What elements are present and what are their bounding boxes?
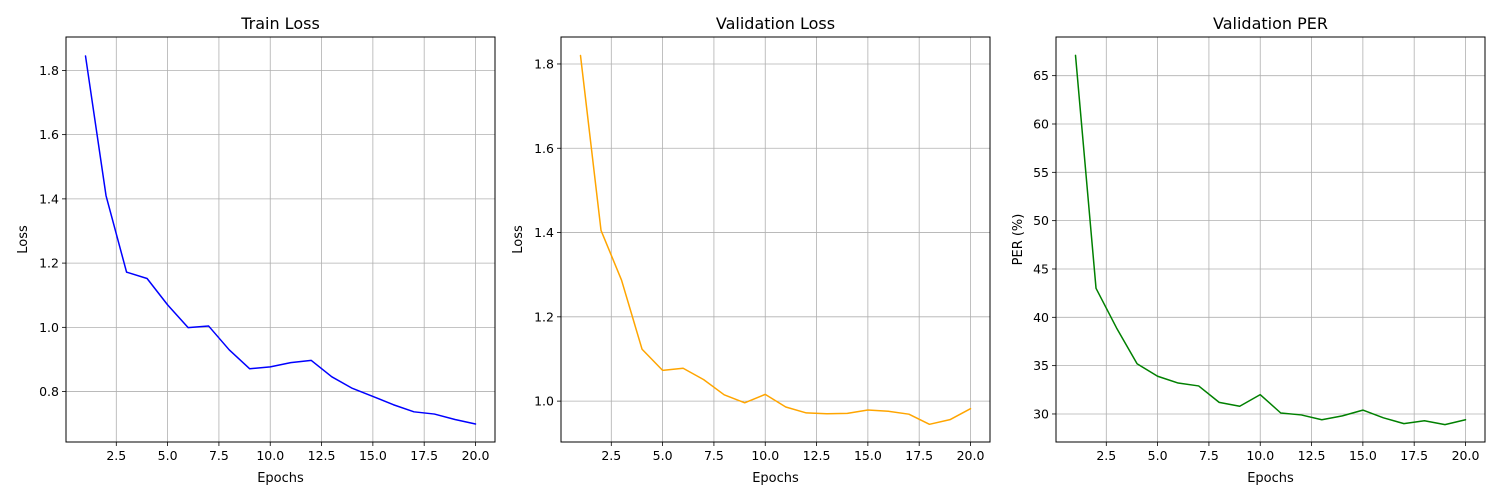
y-tick-label: 1.6 <box>534 141 554 156</box>
x-tick-label: 5.0 <box>653 448 673 463</box>
x-tick-label: 7.5 <box>1199 448 1219 463</box>
y-tick-label: 1.0 <box>39 320 59 335</box>
x-tick-label: 17.5 <box>1400 448 1428 463</box>
series <box>1074 54 1467 426</box>
y-tick-label: 1.4 <box>39 191 59 206</box>
plot-frame <box>65 36 496 443</box>
grid <box>66 37 495 442</box>
x-tick-label: 2.5 <box>1096 448 1116 463</box>
y-tick-label: 1.2 <box>39 256 59 271</box>
y-tick-label: 1.4 <box>534 225 554 240</box>
y-tick-label: 30 <box>1033 406 1049 421</box>
x-tick-label: 20.0 <box>957 448 985 463</box>
y-tick-label: 60 <box>1033 116 1049 131</box>
series-line <box>84 55 477 425</box>
ticks: 2.5 5.0 7.5 10.0 12.5 15.0 17.5 20.0 30 35 40 45 50 5… <box>1033 68 1479 463</box>
x-tick-label: 2.5 <box>601 448 621 463</box>
series <box>84 55 477 425</box>
y-axis-label: Loss <box>511 225 526 254</box>
x-tick-label: 5.0 <box>158 448 178 463</box>
y-axis-label: Loss <box>16 225 31 254</box>
x-tick-label: 5.0 <box>1148 448 1168 463</box>
y-axis-label: PER (%) <box>1011 214 1026 266</box>
x-tick-label: 7.5 <box>209 448 229 463</box>
x-tick-label: 12.5 <box>308 448 336 463</box>
x-axis-label: Epochs <box>752 471 799 486</box>
x-tick-label: 10.0 <box>1246 448 1274 463</box>
chart-title: Validation Loss <box>716 14 835 33</box>
grid <box>561 37 990 442</box>
y-tick-label: 45 <box>1033 261 1049 276</box>
x-tick-label: 20.0 <box>1452 448 1480 463</box>
y-tick-label: 1.2 <box>534 309 554 324</box>
chart-title: Train Loss <box>240 14 320 33</box>
y-tick-label: 1.0 <box>534 394 554 409</box>
y-tick-label: 1.8 <box>534 56 554 71</box>
series-line <box>1074 54 1467 426</box>
x-tick-label: 7.5 <box>704 448 724 463</box>
series <box>579 54 972 426</box>
y-tick-label: 35 <box>1033 358 1049 373</box>
x-tick-label: 17.5 <box>410 448 438 463</box>
x-tick-label: 12.5 <box>803 448 831 463</box>
y-tick-label: 50 <box>1033 213 1049 228</box>
y-tick-label: 40 <box>1033 310 1049 325</box>
x-tick-label: 10.0 <box>751 448 779 463</box>
y-tick-label: 0.8 <box>39 384 59 399</box>
validation-loss-chart: 2.5 5.0 7.5 10.0 12.5 15.0 17.5 20.0 1.0 1.2 1.4 1.… <box>511 14 991 486</box>
chart-title: Validation PER <box>1213 14 1328 33</box>
series-line <box>579 54 972 426</box>
y-tick-label: 1.6 <box>39 127 59 142</box>
x-axis-label: Epochs <box>257 471 304 486</box>
train-loss-chart: 2.5 5.0 7.5 10.0 12.5 15.0 17.5 20.0 0.8 1.0 1.2 1.… <box>16 14 496 486</box>
x-axis-label: Epochs <box>1247 471 1294 486</box>
x-tick-label: 12.5 <box>1298 448 1326 463</box>
x-tick-label: 10.0 <box>256 448 284 463</box>
ticks: 2.5 5.0 7.5 10.0 12.5 15.0 17.5 20.0 0.8 1.0 1.2 1.… <box>39 63 489 463</box>
x-tick-label: 20.0 <box>462 448 490 463</box>
y-tick-label: 1.8 <box>39 63 59 78</box>
x-tick-label: 15.0 <box>359 448 387 463</box>
plot-frame <box>560 36 991 443</box>
x-tick-label: 15.0 <box>854 448 882 463</box>
x-tick-label: 17.5 <box>905 448 933 463</box>
plot-frame <box>1055 36 1486 443</box>
ticks: 2.5 5.0 7.5 10.0 12.5 15.0 17.5 20.0 1.0 1.2 1.4 1.… <box>534 56 984 463</box>
validation-per-chart: 2.5 5.0 7.5 10.0 12.5 15.0 17.5 20.0 30 35 40 45 50 5… <box>1011 14 1486 486</box>
grid <box>1056 37 1485 442</box>
x-tick-label: 2.5 <box>106 448 126 463</box>
y-tick-label: 55 <box>1033 165 1049 180</box>
x-tick-label: 15.0 <box>1349 448 1377 463</box>
y-tick-label: 65 <box>1033 68 1049 83</box>
